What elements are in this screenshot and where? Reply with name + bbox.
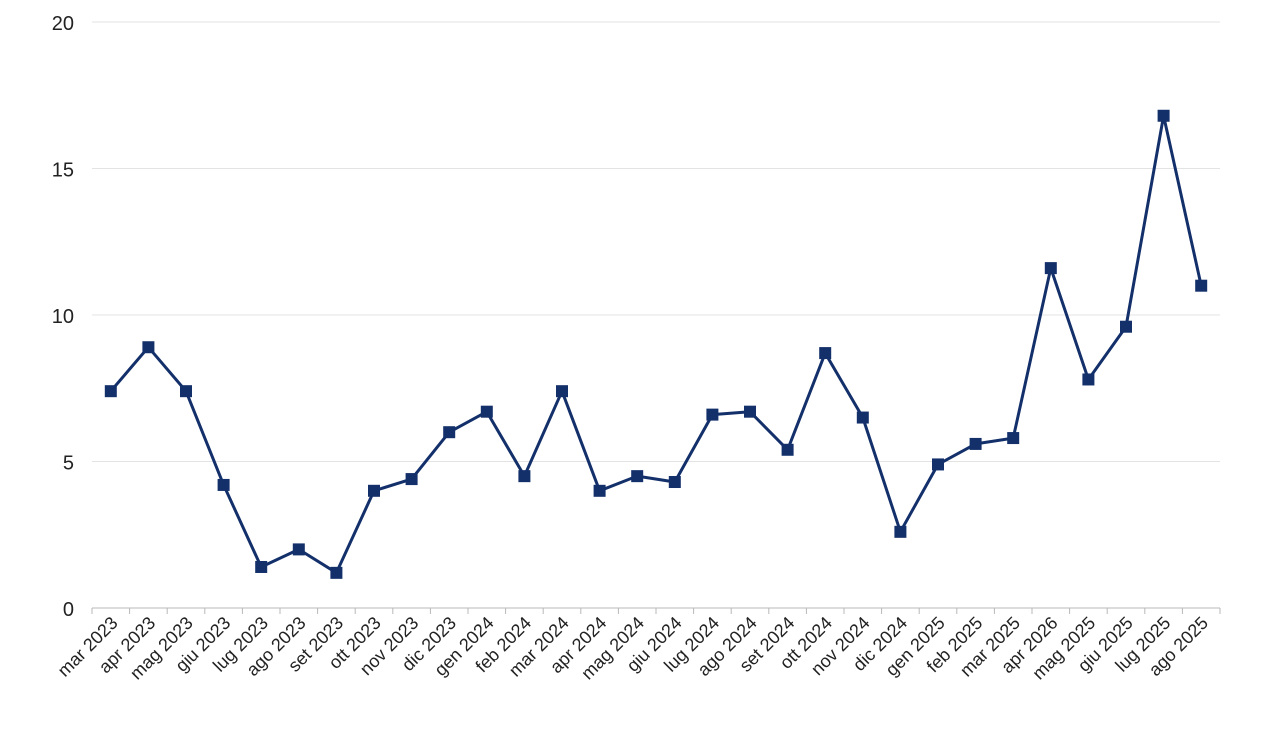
- data-point-marker: [932, 458, 944, 471]
- data-point-marker: [593, 484, 606, 497]
- axes: [91, 607, 1221, 614]
- data-point-marker: [969, 437, 982, 450]
- y-tick-label: 5: [63, 453, 74, 475]
- data-point-marker: [668, 476, 681, 489]
- gridlines: [92, 21, 1220, 462]
- data-point-marker: [894, 525, 907, 538]
- data-point-marker: [1157, 109, 1170, 122]
- y-tick-labels: 0 5 10 15 20: [52, 13, 74, 621]
- data-point-marker: [480, 405, 493, 418]
- series: [104, 109, 1208, 579]
- data-point-marker: [744, 405, 756, 418]
- data-point-marker: [330, 566, 343, 579]
- data-point-marker: [518, 470, 531, 483]
- y-tick-label: 0: [63, 599, 74, 621]
- data-point-marker: [255, 560, 268, 573]
- data-point-marker: [1082, 373, 1095, 386]
- y-tick-label: 15: [52, 160, 74, 182]
- data-point-marker: [706, 408, 719, 421]
- data-point-marker: [142, 341, 155, 354]
- data-point-marker: [556, 385, 568, 398]
- data-point-marker: [405, 473, 418, 486]
- data-point-marker: [368, 484, 380, 497]
- data-point-marker: [1195, 279, 1208, 292]
- data-point-marker: [819, 347, 832, 360]
- data-point-marker: [443, 426, 456, 439]
- data-point-marker: [1120, 320, 1132, 333]
- data-point-marker: [856, 411, 869, 424]
- data-point-marker: [1044, 262, 1057, 275]
- data-point-marker: [631, 470, 644, 483]
- data-point-marker: [180, 385, 192, 398]
- data-point-marker: [1007, 432, 1020, 445]
- data-point-marker: [104, 385, 117, 398]
- y-tick-label: 20: [52, 13, 74, 35]
- data-point-marker: [217, 478, 230, 491]
- y-tick-label: 10: [52, 306, 74, 328]
- data-point-marker: [292, 543, 305, 556]
- series-line: [109, 114, 1203, 575]
- data-point-marker: [781, 443, 794, 456]
